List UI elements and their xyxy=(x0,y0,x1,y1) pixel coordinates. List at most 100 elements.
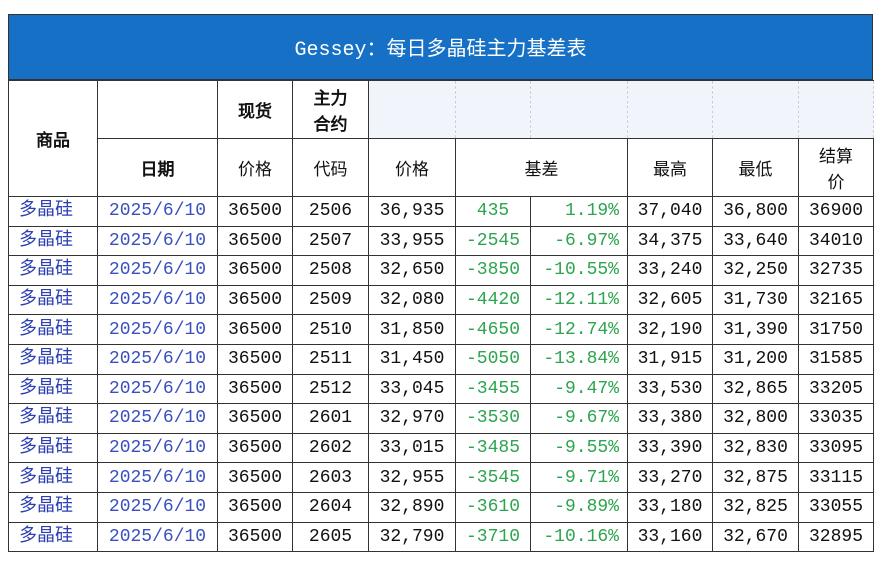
cell: 多晶硅 xyxy=(8,196,98,227)
cell: -3455 xyxy=(455,373,531,405)
cell: 32165 xyxy=(798,284,874,316)
cell: 32,800 xyxy=(712,403,799,434)
cell: 2601 xyxy=(292,403,369,434)
cell: -9.71% xyxy=(530,462,628,493)
data-row: 多晶硅 2025/6/10 36500 2508 32,650 -3850 -10.55% 3… xyxy=(8,255,874,286)
cell: 2602 xyxy=(292,432,369,464)
cell: -5050 xyxy=(455,343,531,375)
cell: -3710 xyxy=(455,521,531,553)
cell: 32735 xyxy=(798,255,874,286)
cell: 36500 xyxy=(217,196,293,227)
header-cell: 价格 xyxy=(217,138,293,197)
data-row: 多晶硅 2025/6/10 36500 2506 36,935 435 1.19% 37,04… xyxy=(8,196,874,227)
header-cell: 现货 xyxy=(217,80,293,139)
cell: 多晶硅 xyxy=(8,343,98,375)
data-row: 多晶硅 2025/6/10 36500 2507 33,955 -2545 -6.97% 34… xyxy=(8,225,874,257)
cell: 32895 xyxy=(798,521,874,553)
cell: 32,875 xyxy=(712,462,799,493)
cell: 2508 xyxy=(292,255,369,286)
data-row: 多晶硅 2025/6/10 36500 2512 33,045 -3455 -9.47% 33… xyxy=(8,373,874,405)
cell: 多晶硅 xyxy=(8,432,98,464)
cell: -3485 xyxy=(455,432,531,464)
cell: 2025/6/10 xyxy=(97,196,218,227)
cell: 36,935 xyxy=(368,196,456,227)
cell: 33,160 xyxy=(627,521,713,553)
title-bar: Gessey：每日多晶硅主力基差表 xyxy=(8,14,873,80)
cell: 2025/6/10 xyxy=(97,403,218,434)
data-row: 多晶硅 2025/6/10 36500 2603 32,955 -3545 -9.71% 33… xyxy=(8,462,874,493)
cell: 36500 xyxy=(217,521,293,553)
header-cell: 日期 xyxy=(97,138,218,197)
cell: 多晶硅 xyxy=(8,255,98,286)
cell: 2025/6/10 xyxy=(97,284,218,316)
cell: 2025/6/10 xyxy=(97,373,218,405)
cell: -9.47% xyxy=(530,373,628,405)
header-cell xyxy=(97,80,218,139)
cell: 36500 xyxy=(217,373,293,405)
cell: 32,865 xyxy=(712,373,799,405)
cell: 2604 xyxy=(292,491,369,523)
cell: 2025/6/10 xyxy=(97,255,218,286)
cell: 32,830 xyxy=(712,432,799,464)
data-row: 多晶硅 2025/6/10 36500 2604 32,890 -3610 -9.89% 33… xyxy=(8,491,874,523)
cell: 31750 xyxy=(798,314,874,345)
cell: 33035 xyxy=(798,403,874,434)
cell: 32,970 xyxy=(368,403,456,434)
cell: 2025/6/10 xyxy=(97,462,218,493)
cell: 34010 xyxy=(798,225,874,257)
cell: 36500 xyxy=(217,255,293,286)
cell: 2506 xyxy=(292,196,369,227)
cell: -9.55% xyxy=(530,432,628,464)
data-row: 多晶硅 2025/6/10 36500 2602 33,015 -3485 -9.55% 33… xyxy=(8,432,874,464)
header-row: 日期 价格 代码 价格 基差 最高 最低 结算 价 xyxy=(9,138,874,197)
cell: 32,890 xyxy=(368,491,456,523)
header-cell xyxy=(798,80,874,139)
header-cell xyxy=(368,80,456,139)
cell: 多晶硅 xyxy=(8,373,98,405)
cell: 33,640 xyxy=(712,225,799,257)
cell: 33205 xyxy=(798,373,874,405)
cell: 2605 xyxy=(292,521,369,553)
cell: 2512 xyxy=(292,373,369,405)
cell: 33055 xyxy=(798,491,874,523)
cell: 32,605 xyxy=(627,284,713,316)
cell: 32,190 xyxy=(627,314,713,345)
cell: 33,955 xyxy=(368,225,456,257)
cell: -12.11% xyxy=(530,284,628,316)
cell: 33115 xyxy=(798,462,874,493)
header-cell: 主力 合约 xyxy=(292,80,369,139)
cell: -2545 xyxy=(455,225,531,257)
cell: 多晶硅 xyxy=(8,225,98,257)
cell: 36500 xyxy=(217,284,293,316)
cell: 31585 xyxy=(798,343,874,375)
cell: 32,790 xyxy=(368,521,456,553)
cell: 36,800 xyxy=(712,196,799,227)
cell: 32,670 xyxy=(712,521,799,553)
cell: 1.19% xyxy=(530,196,628,227)
cell: -4420 xyxy=(455,284,531,316)
header-cell: 商品 xyxy=(8,80,98,197)
cell: 36500 xyxy=(217,403,293,434)
cell: 33,380 xyxy=(627,403,713,434)
header-cell: 最低 xyxy=(712,138,799,197)
cell: 2025/6/10 xyxy=(97,225,218,257)
cell: 32,825 xyxy=(712,491,799,523)
header-cell: 价格 xyxy=(368,138,456,197)
cell: 33,015 xyxy=(368,432,456,464)
cell: 2511 xyxy=(292,343,369,375)
cell: 32,650 xyxy=(368,255,456,286)
cell: 多晶硅 xyxy=(8,284,98,316)
cell: 多晶硅 xyxy=(8,491,98,523)
data-row: 多晶硅 2025/6/10 36500 2605 32,790 -3710 -10.16% 3… xyxy=(8,521,874,553)
data-row: 多晶硅 2025/6/10 36500 2509 32,080 -4420 -12.11% 3… xyxy=(8,284,874,316)
cell: 2025/6/10 xyxy=(97,314,218,345)
cell: -3530 xyxy=(455,403,531,434)
cell: -4650 xyxy=(455,314,531,345)
cell: 2509 xyxy=(292,284,369,316)
cell: 36500 xyxy=(217,462,293,493)
cell: -10.55% xyxy=(530,255,628,286)
cell: -3850 xyxy=(455,255,531,286)
cell: 31,730 xyxy=(712,284,799,316)
cell: 2507 xyxy=(292,225,369,257)
